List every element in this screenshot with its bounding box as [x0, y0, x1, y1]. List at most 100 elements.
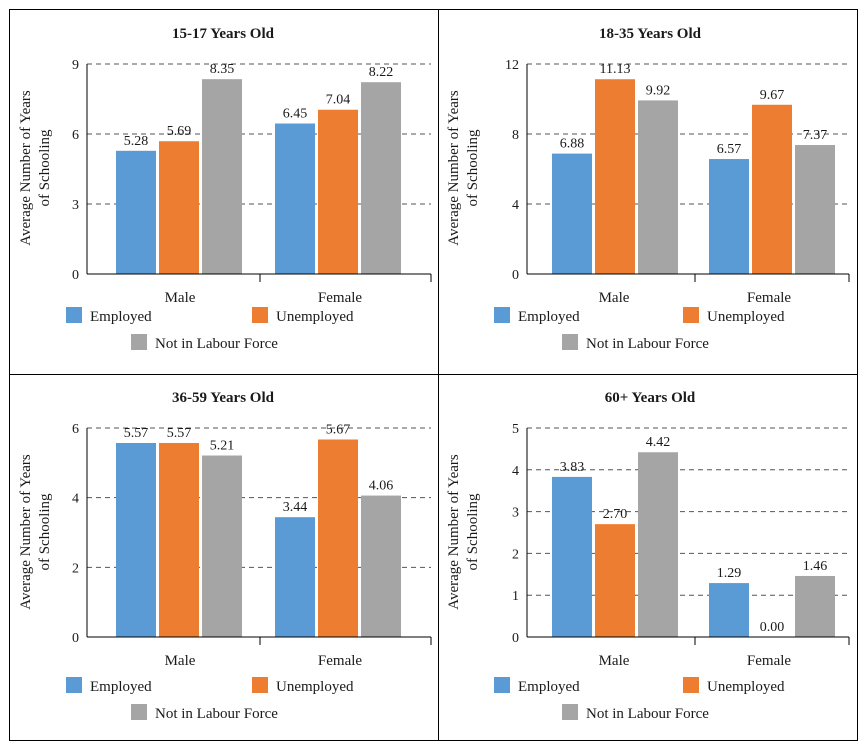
- panel-4-y-axis-label-line: Average Number of Years: [446, 454, 462, 610]
- panel-2-y-axis-label: Average Number of Years of Schooling: [446, 90, 481, 246]
- panel-1-legend-swatch: [252, 307, 268, 323]
- panel-3-y-tick-label: 6: [72, 422, 79, 437]
- panel-4-category-label: Female: [747, 653, 791, 669]
- panel-1-data-label: 7.04: [326, 93, 351, 108]
- panel-3-legend-swatch: [252, 677, 268, 693]
- panel-4-y-axis-label: Average Number of Years of Schooling: [446, 454, 481, 610]
- panel-4-y-tick-label: 3: [512, 506, 519, 521]
- panel-2-bar-employed-male: [552, 153, 592, 274]
- panel-4-data-label: 3.83: [560, 460, 585, 475]
- panel-2-data-label: 7.37: [803, 128, 828, 143]
- panel-2-data-label: 9.67: [760, 88, 785, 103]
- panel-4-data-label: 1.29: [717, 566, 742, 581]
- panel-2-legend-swatch: [494, 307, 510, 323]
- panel-4-legend-swatch: [562, 704, 578, 720]
- panel-3-data-label: 5.21: [210, 439, 235, 454]
- panel-1-bar-unemployed-female: [318, 109, 358, 274]
- panel-3-category-label: Female: [318, 653, 362, 669]
- panel-3-legend-swatch: [131, 704, 147, 720]
- panel-4-y-tick-label: 1: [512, 589, 519, 604]
- panel-3-legend-label: Employed: [90, 679, 152, 695]
- panel-2-data-label: 11.13: [600, 62, 631, 77]
- panel-4-bar-not-in-labour-force-female: [795, 575, 835, 637]
- panel-4-y-tick-label: 2: [512, 547, 519, 562]
- panel-2-data-label: 6.88: [560, 137, 585, 152]
- panel-2-y-axis-label-line: Average Number of Years: [446, 90, 462, 246]
- panel-4-bar-employed-male: [552, 476, 592, 637]
- panel-4-legend-label: Unemployed: [707, 679, 785, 695]
- panel-2-y-tick-label: 8: [512, 128, 519, 143]
- panel-1-legend-label: Unemployed: [276, 309, 354, 325]
- panel-1-y-tick-label: 3: [72, 198, 79, 213]
- panel-1-category-label: Male: [165, 290, 196, 306]
- panel-3-bar-unemployed-male: [159, 442, 199, 637]
- panel-3-data-label: 5.57: [167, 426, 192, 441]
- panel-2-legend-swatch: [683, 307, 699, 323]
- panel-2-y-tick-label: 12: [505, 58, 519, 73]
- panel-2-legend-label: Employed: [518, 309, 580, 325]
- panel-3-data-label: 3.44: [283, 500, 308, 515]
- panel-2-bar-employed-female: [709, 159, 749, 274]
- panel-4-legend-label: Not in Labour Force: [586, 706, 709, 722]
- panel-1-title: 15-17 Years Old: [172, 26, 275, 42]
- panel-3-bar-employed-female: [275, 517, 315, 637]
- panel-4-y-tick-label: 5: [512, 422, 519, 437]
- panel-3-y-tick-label: 4: [72, 492, 79, 507]
- panel-1-category-label: Female: [318, 290, 362, 306]
- panel-3-bar-not-in-labour-force-female: [361, 495, 401, 637]
- panel-2-y-axis-label-line: of Schooling: [465, 129, 481, 207]
- panel-3-y-axis-label-line: of Schooling: [37, 493, 53, 571]
- panel-1-data-label: 6.45: [283, 107, 308, 122]
- panel-1-bar-unemployed-male: [159, 141, 199, 274]
- panel-1-legend-label: Not in Labour Force: [155, 336, 278, 352]
- panel-1-bar-not-in-labour-force-male: [202, 79, 242, 275]
- panel-1-data-label: 8.35: [210, 62, 235, 77]
- panel-4-bar-unemployed-male: [595, 524, 635, 637]
- panel-1-y-tick-label: 6: [72, 128, 79, 143]
- panel-4-legend-swatch: [683, 677, 699, 693]
- panel-3-data-label: 4.06: [369, 479, 394, 494]
- panel-1-legend-swatch: [131, 334, 147, 350]
- panel-3-bar-not-in-labour-force-male: [202, 455, 242, 637]
- panel-4-title: 60+ Years Old: [605, 390, 696, 406]
- panel-4-data-label: 2.70: [603, 507, 628, 522]
- panel-3-y-tick-label: 0: [72, 631, 79, 646]
- panel-1-bar-employed-female: [275, 123, 315, 274]
- panel-2-bar-unemployed-female: [752, 104, 792, 275]
- panel-2-data-label: 6.57: [717, 142, 742, 157]
- panel-2-title: 18-35 Years Old: [599, 26, 702, 42]
- panel-4-legend-swatch: [494, 677, 510, 693]
- panel-2-legend-swatch: [562, 334, 578, 350]
- panel-1-legend-swatch: [66, 307, 82, 323]
- panel-2-category-label: Female: [747, 290, 791, 306]
- panel-2-y-tick-label: 0: [512, 268, 519, 283]
- panel-3-category-label: Male: [165, 653, 196, 669]
- panel-1-y-axis-label-line: Average Number of Years: [18, 90, 34, 246]
- panel-1-bar-employed-male: [116, 150, 156, 274]
- panel-4-category-label: Male: [599, 653, 630, 669]
- panel-3-title: 36-59 Years Old: [172, 390, 275, 406]
- panel-1-y-axis-label-line: of Schooling: [37, 129, 53, 207]
- panel-1-bar-not-in-labour-force-female: [361, 82, 401, 274]
- panel-3-data-label: 5.67: [326, 422, 351, 437]
- panel-4-data-label: 0.00: [760, 620, 785, 635]
- panel-1-data-label: 5.28: [124, 134, 149, 149]
- panel-2-bar-not-in-labour-force-male: [638, 100, 678, 275]
- panel-3-bar-unemployed-female: [318, 439, 358, 637]
- panel-3-y-axis-label-line: Average Number of Years: [18, 454, 34, 610]
- panel-2-bar-unemployed-male: [595, 79, 635, 274]
- panel-2-legend-label: Not in Labour Force: [586, 336, 709, 352]
- panel-4-y-axis-label-line: of Schooling: [465, 493, 481, 571]
- panel-2-y-tick-label: 4: [512, 198, 519, 213]
- panel-2-legend-label: Unemployed: [707, 309, 785, 325]
- panel-2-category-label: Male: [599, 290, 630, 306]
- panel-3-y-tick-label: 2: [72, 561, 79, 576]
- panel-4-bar-employed-female: [709, 583, 749, 637]
- panel-3-legend-label: Unemployed: [276, 679, 354, 695]
- panel-1-y-tick-label: 0: [72, 268, 79, 283]
- panel-3-legend-label: Not in Labour Force: [155, 706, 278, 722]
- panel-2-bar-not-in-labour-force-female: [795, 145, 835, 274]
- panel-1-data-label: 8.22: [369, 65, 394, 80]
- panel-4-data-label: 4.42: [646, 435, 671, 450]
